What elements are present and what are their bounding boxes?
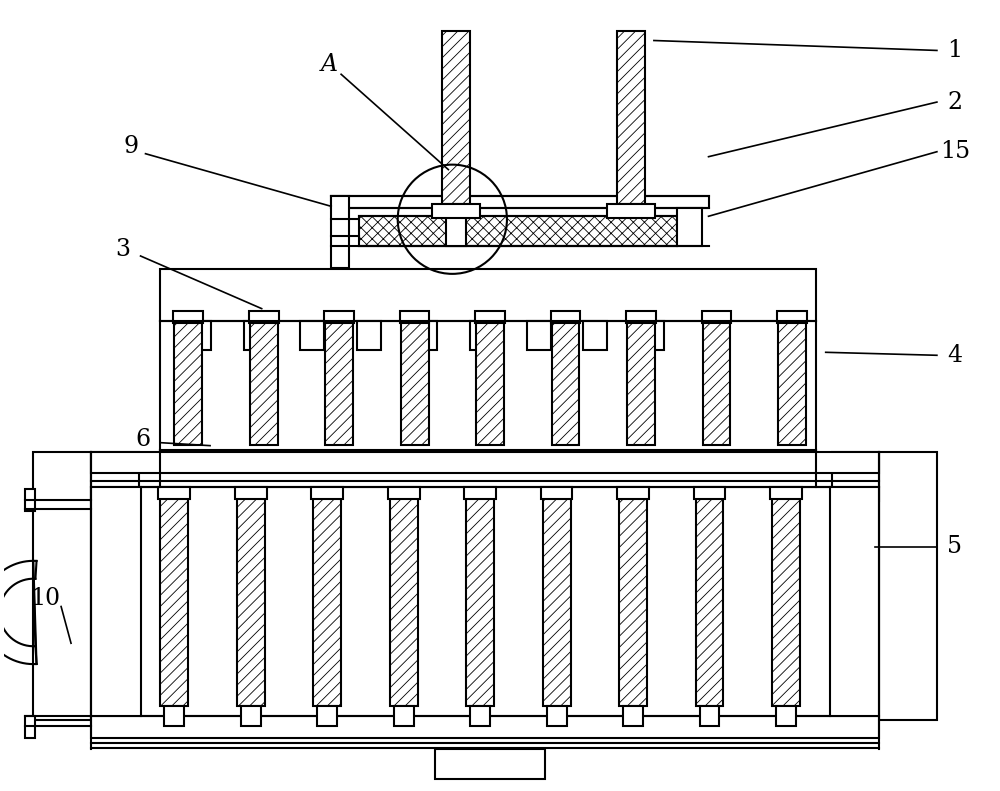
Bar: [324, 311, 354, 323]
Bar: [91, 716, 879, 737]
Bar: [388, 487, 420, 499]
Bar: [244, 320, 268, 350]
Bar: [879, 452, 937, 720]
Bar: [400, 311, 429, 323]
Bar: [777, 311, 807, 323]
Bar: [241, 706, 261, 725]
Bar: [250, 320, 278, 445]
Bar: [541, 487, 572, 499]
Text: 15: 15: [940, 140, 970, 163]
Bar: [830, 487, 879, 716]
Bar: [414, 320, 437, 350]
Bar: [619, 498, 647, 706]
Bar: [623, 706, 643, 725]
Bar: [313, 498, 341, 706]
Bar: [435, 750, 545, 779]
Bar: [235, 487, 267, 499]
Bar: [640, 320, 664, 350]
Bar: [527, 320, 551, 350]
Bar: [778, 320, 806, 445]
Bar: [627, 320, 655, 445]
Bar: [311, 487, 343, 499]
Bar: [617, 487, 649, 499]
Text: 5: 5: [947, 536, 962, 558]
Bar: [173, 311, 203, 323]
Bar: [694, 487, 725, 499]
Text: 2: 2: [947, 91, 962, 114]
Bar: [160, 498, 188, 706]
Bar: [547, 706, 567, 725]
Text: A: A: [321, 53, 338, 76]
Bar: [543, 498, 571, 706]
Bar: [702, 311, 731, 323]
Bar: [174, 320, 202, 445]
Bar: [696, 498, 723, 706]
Bar: [442, 31, 470, 204]
Bar: [470, 706, 490, 725]
Bar: [401, 320, 429, 445]
Bar: [91, 487, 141, 716]
Bar: [475, 311, 505, 323]
Bar: [237, 498, 265, 706]
Text: 4: 4: [947, 344, 962, 367]
Bar: [607, 204, 655, 218]
Bar: [331, 196, 709, 208]
Bar: [359, 216, 677, 246]
Bar: [551, 311, 580, 323]
Bar: [677, 208, 702, 246]
Bar: [91, 452, 879, 474]
Bar: [583, 320, 607, 350]
Text: 6: 6: [135, 428, 150, 451]
Bar: [776, 706, 796, 725]
Bar: [357, 320, 381, 350]
Bar: [25, 716, 35, 737]
Bar: [700, 706, 719, 725]
Bar: [832, 452, 879, 501]
Bar: [249, 311, 279, 323]
Bar: [466, 498, 494, 706]
Bar: [394, 706, 414, 725]
Bar: [33, 452, 91, 720]
Text: 9: 9: [123, 135, 138, 158]
Bar: [432, 204, 480, 218]
Bar: [25, 490, 35, 511]
Bar: [552, 320, 579, 445]
Text: 1: 1: [947, 39, 962, 62]
Bar: [390, 498, 418, 706]
Bar: [446, 216, 466, 246]
Bar: [164, 706, 184, 725]
Bar: [770, 487, 802, 499]
Bar: [617, 31, 645, 204]
Bar: [476, 320, 504, 445]
Bar: [626, 311, 656, 323]
Bar: [325, 320, 353, 445]
Bar: [464, 487, 496, 499]
Bar: [158, 487, 190, 499]
Bar: [470, 320, 494, 350]
Text: 10: 10: [30, 587, 60, 610]
Bar: [187, 320, 211, 350]
Bar: [703, 320, 730, 445]
Text: 3: 3: [115, 237, 130, 260]
Bar: [772, 498, 800, 706]
Bar: [317, 706, 337, 725]
Bar: [160, 269, 816, 320]
Bar: [300, 320, 324, 350]
Bar: [331, 196, 349, 268]
Bar: [91, 452, 139, 501]
